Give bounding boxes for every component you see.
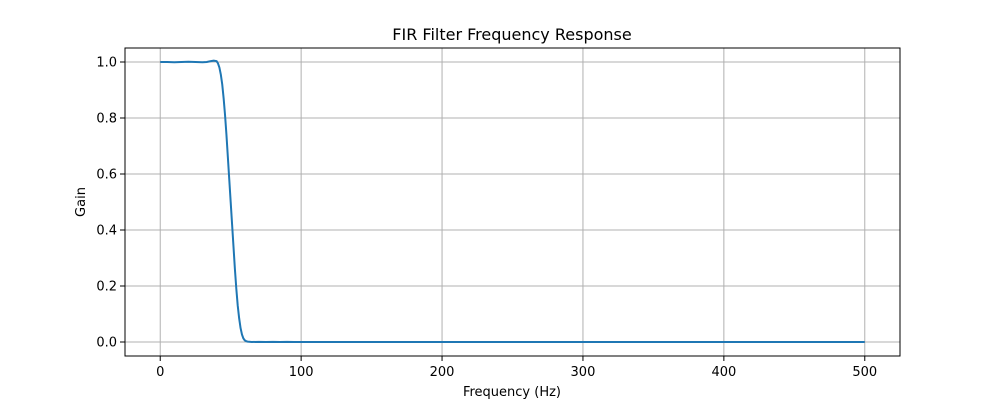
y-tick-label: 0.0 <box>96 336 117 351</box>
plot-area-frame <box>124 47 901 357</box>
y-tick-label: 0.6 <box>96 168 117 183</box>
x-axis-ticks: 0 100 200 300 400 500 <box>156 356 877 380</box>
x-axis-label: Frequency (Hz) <box>463 385 561 400</box>
y-tick-label: 0.2 <box>96 280 117 295</box>
x-tick-label: 400 <box>711 365 736 380</box>
x-tick-label: 200 <box>430 365 455 380</box>
x-tick-label: 500 <box>852 365 877 380</box>
y-axis-ticks: 0.0 0.2 0.4 0.6 0.8 1.0 <box>96 56 125 351</box>
grid <box>125 48 900 356</box>
y-axis-label: Gain <box>74 187 89 217</box>
y-tick-label: 1.0 <box>96 56 117 71</box>
series-line <box>160 59 865 344</box>
y-tick-label: 0.8 <box>96 112 117 127</box>
chart-title: FIR Filter Frequency Response <box>392 25 631 44</box>
x-tick-label: 100 <box>289 365 314 380</box>
x-tick-label: 0 <box>156 365 164 380</box>
y-tick-label: 0.4 <box>96 224 117 239</box>
x-tick-label: 300 <box>571 365 596 380</box>
series-layer <box>160 59 865 344</box>
